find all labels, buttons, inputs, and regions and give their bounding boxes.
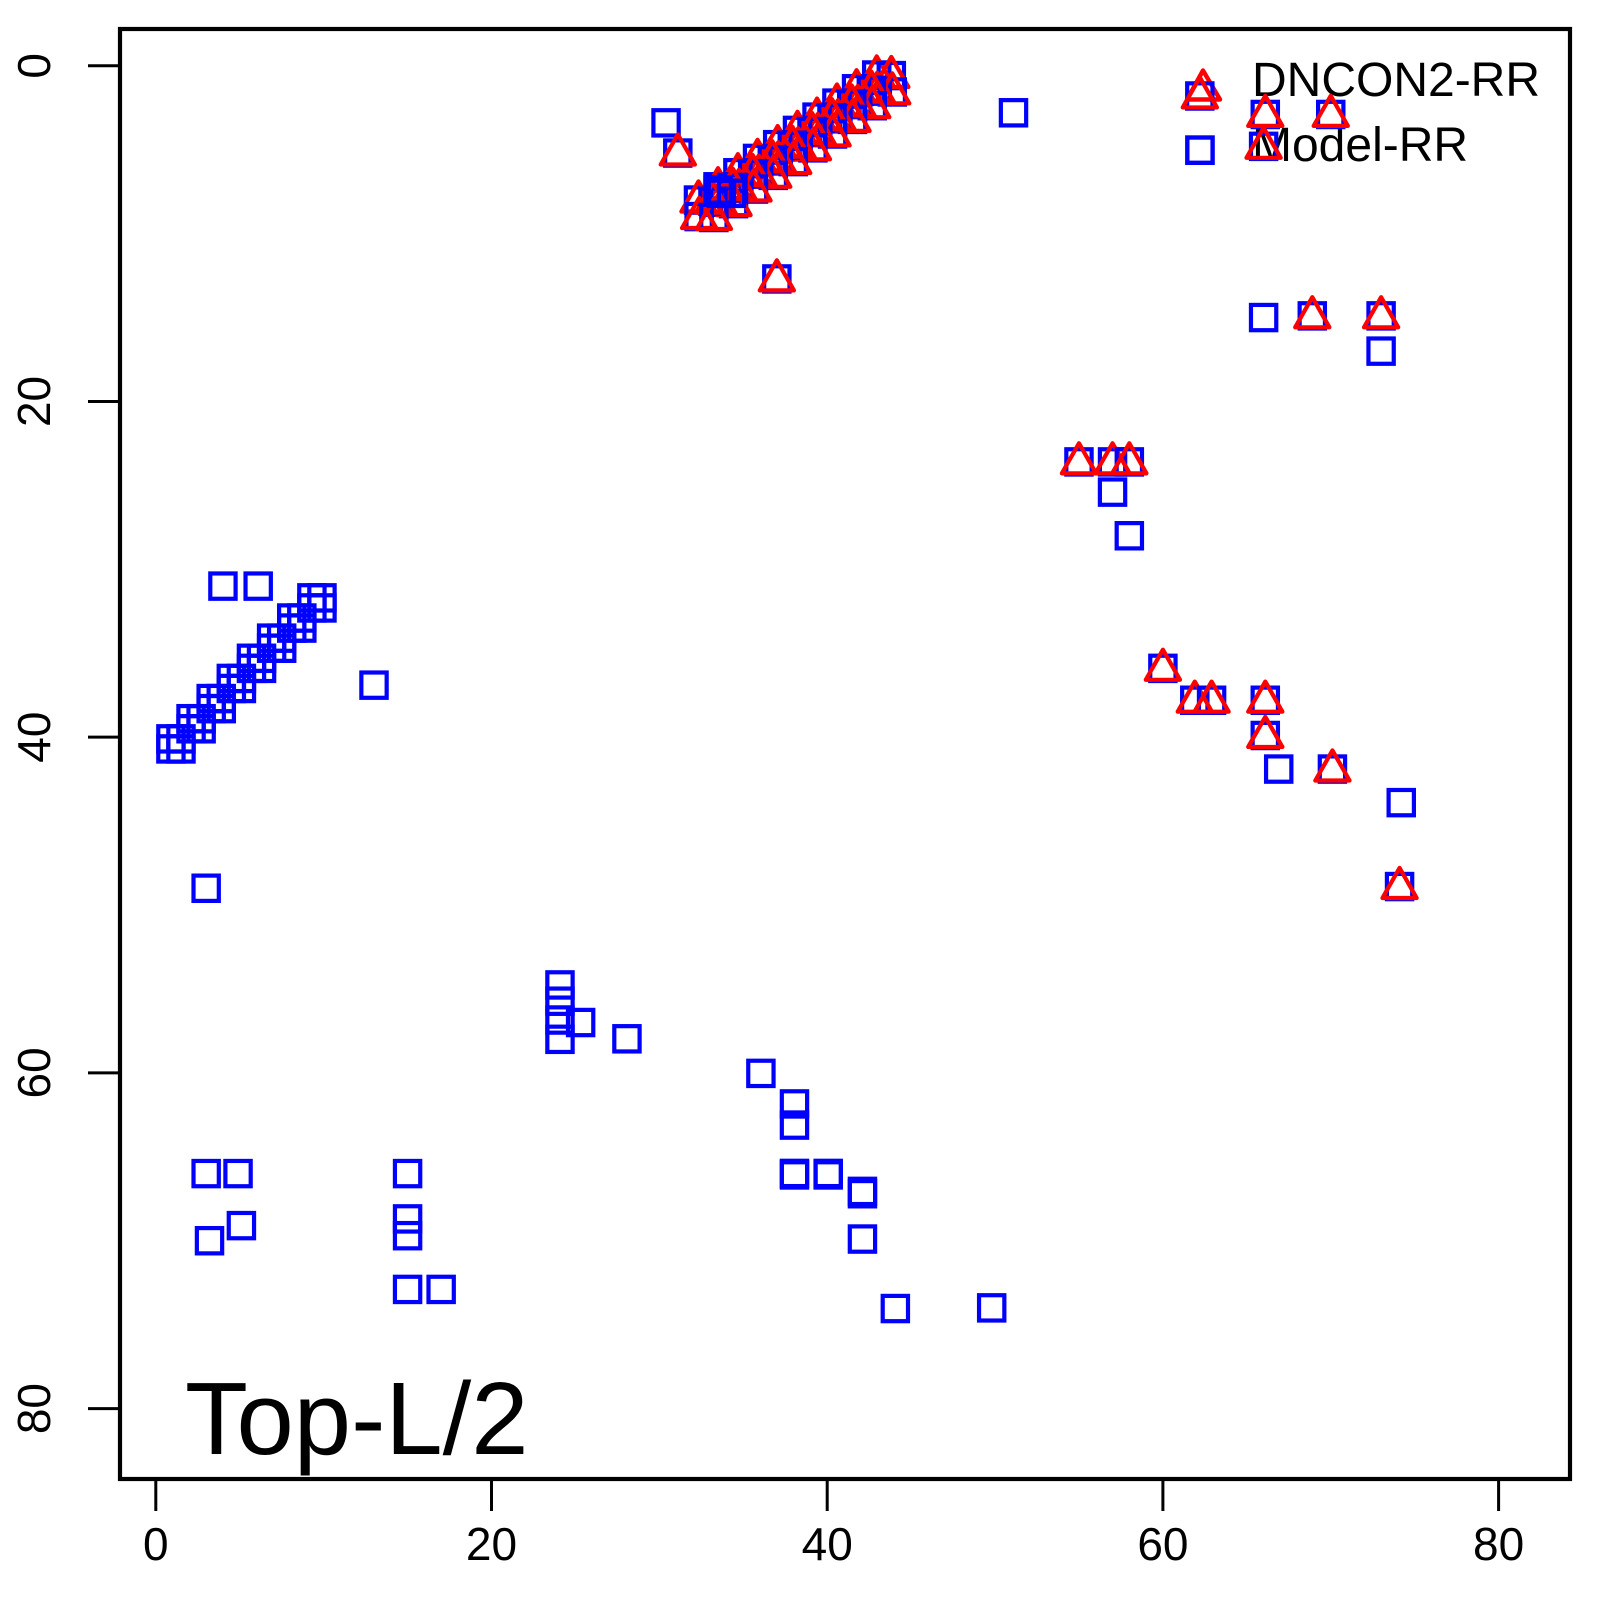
svg-text:DNCON2-RR: DNCON2-RR [1252,54,1540,107]
svg-text:80: 80 [8,1383,60,1434]
svg-text:0: 0 [8,53,60,79]
svg-text:40: 40 [8,712,60,763]
svg-text:20: 20 [8,376,60,427]
svg-text:Model-RR: Model-RR [1252,119,1468,172]
svg-text:80: 80 [1473,1518,1524,1570]
svg-text:20: 20 [466,1518,517,1570]
svg-text:Top-L/2: Top-L/2 [185,1361,529,1476]
svg-text:60: 60 [1137,1518,1188,1570]
svg-text:40: 40 [802,1518,853,1570]
svg-text:60: 60 [8,1047,60,1098]
svg-text:0: 0 [143,1518,169,1570]
